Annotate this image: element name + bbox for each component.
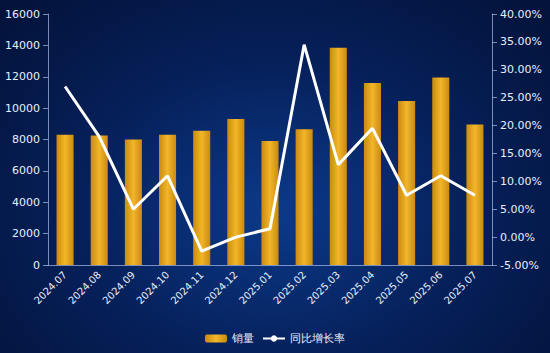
svg-text:4000: 4000: [12, 196, 40, 209]
svg-text:6000: 6000: [12, 164, 40, 177]
svg-text:2024.09: 2024.09: [100, 269, 137, 306]
svg-text:2024.11: 2024.11: [169, 269, 206, 306]
svg-text:2025.04: 2025.04: [339, 269, 376, 306]
svg-text:同比增长率: 同比增长率: [290, 332, 345, 345]
svg-text:35.00%: 35.00%: [500, 35, 542, 48]
svg-text:2025.06: 2025.06: [408, 269, 445, 306]
svg-text:0.00%: 0.00%: [500, 231, 535, 244]
svg-text:2024.12: 2024.12: [203, 269, 240, 306]
svg-text:2025.03: 2025.03: [305, 269, 342, 306]
svg-text:30.00%: 30.00%: [500, 63, 542, 76]
svg-text:2000: 2000: [12, 227, 40, 240]
svg-text:40.00%: 40.00%: [500, 8, 542, 21]
svg-text:2025.05: 2025.05: [374, 269, 411, 306]
svg-text:16000: 16000: [5, 8, 40, 21]
svg-text:销量: 销量: [231, 332, 254, 345]
svg-text:14000: 14000: [5, 39, 40, 52]
svg-text:-5.00%: -5.00%: [500, 259, 539, 272]
svg-text:2024.07: 2024.07: [32, 269, 69, 306]
svg-text:0: 0: [33, 259, 40, 272]
svg-text:2025.02: 2025.02: [271, 269, 308, 306]
svg-text:2025.07: 2025.07: [442, 269, 479, 306]
svg-text:12000: 12000: [5, 70, 40, 83]
svg-text:10000: 10000: [5, 102, 40, 115]
svg-text:20.00%: 20.00%: [500, 119, 542, 132]
svg-text:2024.10: 2024.10: [134, 269, 171, 306]
svg-text:10.00%: 10.00%: [500, 175, 542, 188]
svg-text:25.00%: 25.00%: [500, 91, 542, 104]
svg-text:5.00%: 5.00%: [500, 203, 535, 216]
svg-text:2024.08: 2024.08: [66, 269, 103, 306]
svg-text:8000: 8000: [12, 133, 40, 146]
svg-text:15.00%: 15.00%: [500, 147, 542, 160]
svg-text:2025.01: 2025.01: [237, 269, 274, 306]
